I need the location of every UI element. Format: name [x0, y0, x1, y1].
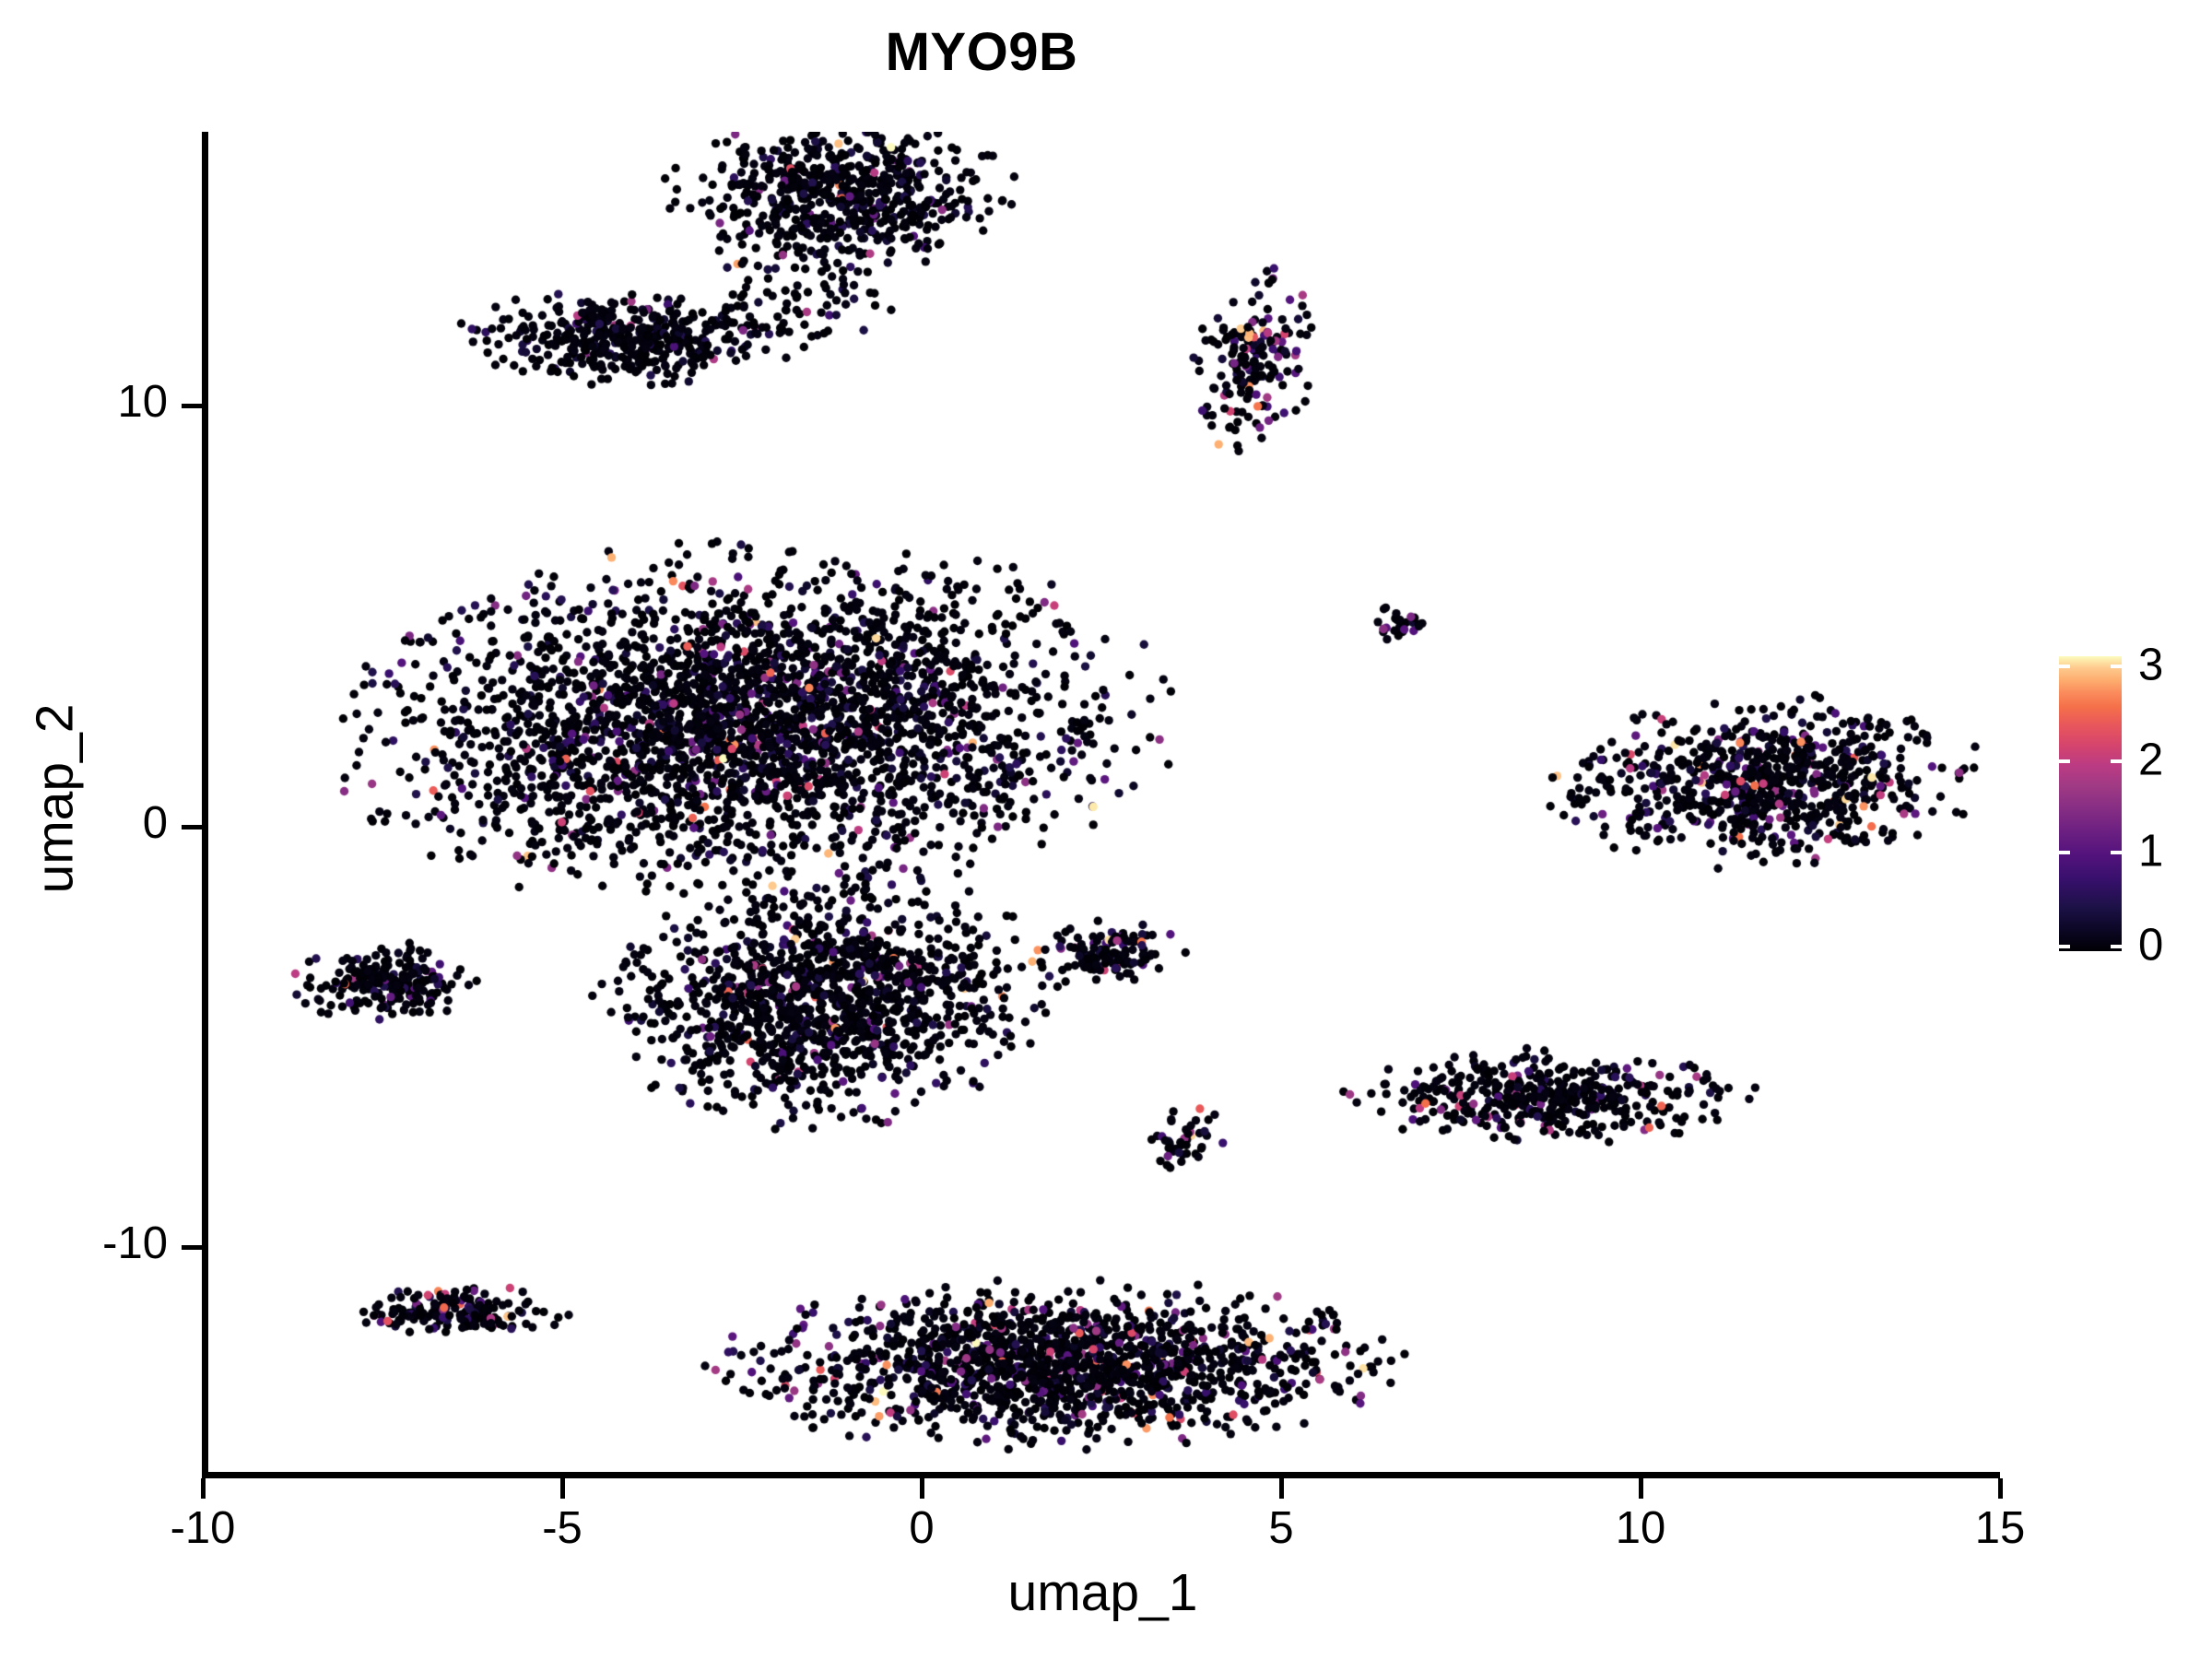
y-tick-mark — [182, 1245, 202, 1250]
y-tick-label-text: 0 — [142, 797, 168, 848]
plot-panel — [206, 132, 2000, 1475]
x-tick-label: 5 — [1268, 1503, 1294, 1553]
y-axis-line — [202, 132, 208, 1478]
page-title: MYO9B — [885, 22, 1078, 82]
colorbar-tick — [2111, 759, 2122, 763]
y-axis-title: umap_2 — [25, 703, 85, 894]
colorbar-gradient — [2059, 656, 2122, 951]
x-tick-label: 10 — [1615, 1503, 1666, 1553]
color-legend: 3 2 1 0 — [2059, 642, 2197, 968]
colorbar-tick — [2059, 851, 2070, 854]
x-tick-mark — [1998, 1478, 2003, 1499]
colorbar-tick — [2059, 665, 2070, 668]
y-tick-label-text: -10 — [102, 1218, 168, 1268]
x-tick-mark — [1279, 1478, 1284, 1499]
colorbar-tick — [2111, 665, 2122, 668]
y-tick-mark — [182, 404, 202, 408]
x-tick-mark — [920, 1478, 924, 1499]
x-tick-mark — [1639, 1478, 1643, 1499]
colorbar-tick — [2059, 945, 2070, 948]
x-axis-title: umap_1 — [1007, 1563, 1198, 1622]
y-tick-mark — [182, 825, 202, 830]
x-tick-mark — [201, 1478, 206, 1499]
colorbar-tick — [2059, 759, 2070, 763]
colorbar-tick-label: 2 — [2138, 735, 2164, 785]
colorbar-tick-label: 0 — [2138, 920, 2164, 971]
colorbar-tick — [2111, 945, 2122, 948]
x-tick-label: 15 — [1974, 1503, 2026, 1553]
x-tick-label: -5 — [542, 1503, 582, 1553]
colorbar-tick-label: 3 — [2138, 640, 2164, 690]
y-tick-label-text: 10 — [117, 376, 168, 427]
x-tick-label: 0 — [909, 1503, 935, 1553]
x-axis-line — [202, 1472, 2000, 1478]
scatter-plot-canvas — [206, 132, 2000, 1475]
x-tick-label: -10 — [170, 1503, 236, 1553]
colorbar-tick — [2111, 851, 2122, 854]
colorbar-tick-label: 1 — [2138, 826, 2164, 877]
x-tick-mark — [560, 1478, 565, 1499]
